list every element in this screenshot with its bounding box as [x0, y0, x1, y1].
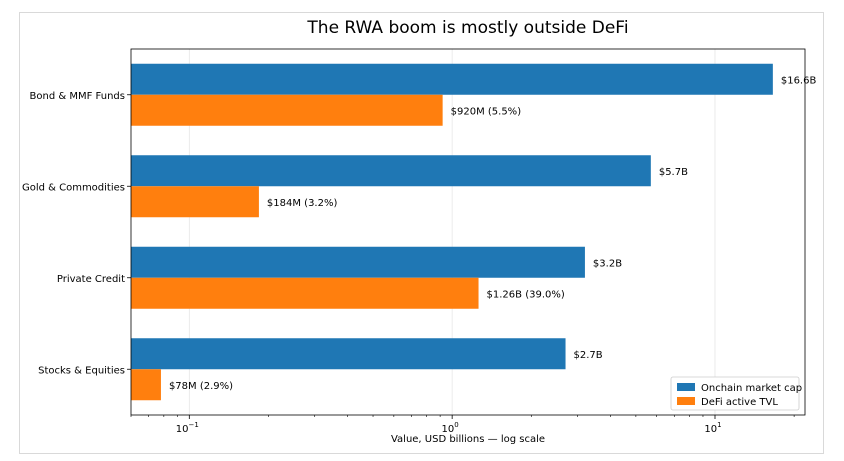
x-tick-exponent: −1: [189, 421, 199, 429]
legend-box: [670, 376, 800, 411]
x-tick-base: 10: [176, 424, 189, 435]
x-tick-exponent: 1: [717, 421, 721, 429]
y-category-label: Stocks & Equities: [38, 365, 125, 376]
x-tick-exponent: 0: [454, 421, 458, 429]
legend-label: DeFi active TVL: [701, 397, 778, 408]
bar: [131, 63, 773, 95]
x-tick-label: 10−1: [176, 421, 199, 435]
bar-value-label: $78M (2.9%): [169, 381, 233, 392]
x-tick-base: 10: [704, 424, 717, 435]
bar: [131, 277, 479, 309]
bar: [131, 338, 566, 370]
bar: [131, 155, 651, 187]
bar: [131, 186, 259, 218]
bar: [131, 94, 443, 126]
bar-value-label: $920M (5.5%): [451, 106, 522, 117]
x-tick-label: 101: [704, 421, 721, 435]
plot-area: [130, 48, 806, 416]
legend-label: Onchain market cap: [701, 383, 802, 394]
y-category-label: Bond & MMF Funds: [30, 91, 125, 102]
bar-value-label: $1.26B (39.0%): [487, 289, 565, 300]
legend-swatch: [677, 397, 695, 405]
x-tick-label: 100: [442, 421, 459, 435]
bar-value-label: $16.6B: [781, 75, 817, 86]
chart-title: The RWA boom is mostly outside DeFi: [306, 18, 628, 38]
x-axis-label: Value, USD billions — log scale: [391, 434, 545, 445]
bar: [131, 369, 161, 401]
y-category-label: Private Credit: [57, 274, 125, 285]
bar-value-label: $3.2B: [593, 258, 622, 269]
x-tick-base: 10: [442, 424, 455, 435]
bar-value-label: $2.7B: [574, 350, 603, 361]
bar-value-label: $184M (3.2%): [267, 198, 338, 209]
bar: [131, 246, 585, 278]
bar-value-label: $5.7B: [659, 167, 688, 178]
y-category-label: Gold & Commodities: [22, 182, 125, 193]
legend-swatch: [677, 383, 695, 391]
